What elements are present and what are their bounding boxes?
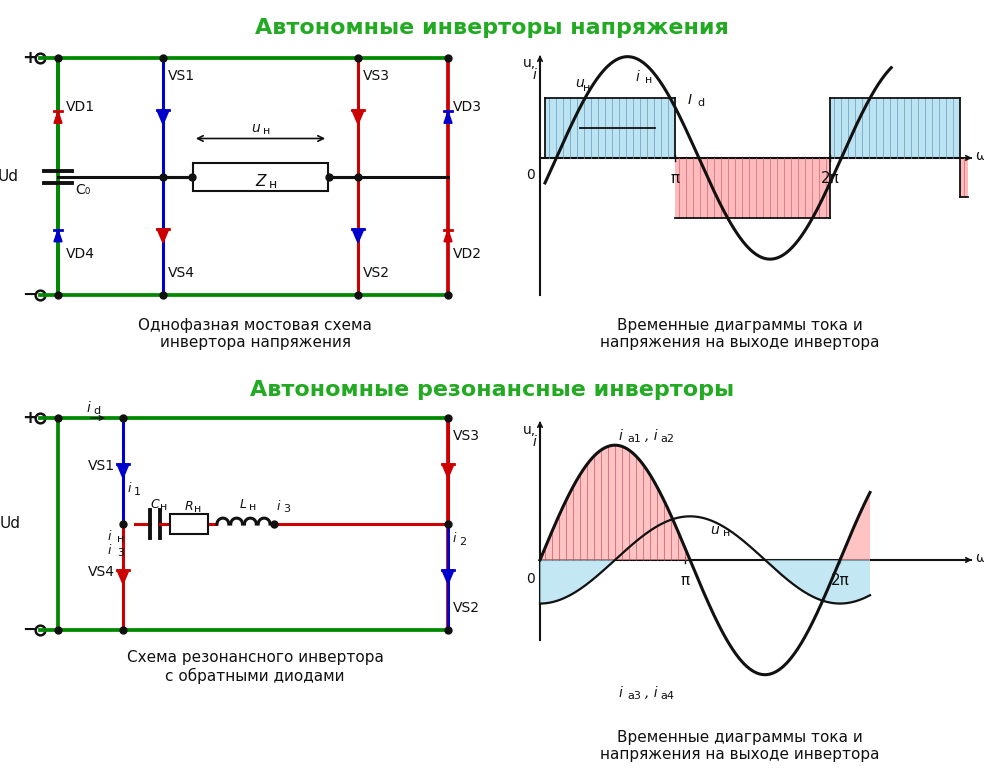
Text: н: н bbox=[723, 528, 730, 538]
Text: +: + bbox=[23, 409, 37, 427]
Text: 1: 1 bbox=[134, 487, 141, 497]
Text: 2π: 2π bbox=[830, 573, 849, 588]
Text: i: i bbox=[532, 68, 536, 82]
Text: н: н bbox=[269, 178, 277, 191]
Text: i: i bbox=[277, 499, 280, 513]
Text: a2: a2 bbox=[660, 434, 674, 444]
Text: VS2: VS2 bbox=[453, 601, 480, 615]
Text: i: i bbox=[107, 543, 111, 557]
Polygon shape bbox=[117, 464, 129, 478]
Polygon shape bbox=[157, 110, 169, 124]
Text: Автономные инверторы напряжения: Автономные инверторы напряжения bbox=[255, 18, 729, 38]
Text: L: L bbox=[240, 497, 247, 510]
Text: a4: a4 bbox=[660, 691, 674, 701]
Text: VD4: VD4 bbox=[66, 247, 95, 261]
Text: н: н bbox=[263, 127, 270, 137]
Text: VD3: VD3 bbox=[453, 100, 482, 114]
Polygon shape bbox=[117, 570, 129, 584]
Text: VS1: VS1 bbox=[88, 459, 115, 473]
Text: н: н bbox=[160, 502, 167, 512]
Polygon shape bbox=[352, 110, 364, 124]
Text: 3: 3 bbox=[117, 548, 124, 558]
Polygon shape bbox=[442, 464, 454, 478]
Text: н: н bbox=[583, 83, 590, 93]
Polygon shape bbox=[352, 229, 364, 242]
Text: i: i bbox=[86, 401, 90, 415]
Text: u: u bbox=[710, 523, 719, 537]
Text: н: н bbox=[249, 502, 256, 512]
Text: u: u bbox=[575, 76, 584, 90]
Text: C₀: C₀ bbox=[75, 184, 91, 198]
Text: Временные диаграммы тока и
напряжения на выходе инвертора: Временные диаграммы тока и напряжения на… bbox=[600, 730, 880, 763]
Text: 2: 2 bbox=[459, 537, 466, 547]
Text: −: − bbox=[23, 621, 37, 639]
Text: VS3: VS3 bbox=[453, 429, 480, 443]
Text: a3: a3 bbox=[627, 691, 641, 701]
Text: VD1: VD1 bbox=[66, 100, 95, 114]
Text: VS4: VS4 bbox=[168, 266, 195, 280]
Text: 0: 0 bbox=[526, 572, 535, 586]
Bar bbox=[545, 98, 675, 158]
Text: VD2: VD2 bbox=[453, 247, 482, 261]
Text: VS1: VS1 bbox=[168, 69, 195, 83]
Text: u,: u, bbox=[523, 423, 536, 437]
Text: VS2: VS2 bbox=[363, 266, 390, 280]
Text: R: R bbox=[185, 499, 193, 513]
Text: i: i bbox=[635, 70, 639, 84]
Bar bbox=[193, 162, 328, 191]
Bar bbox=[170, 514, 208, 534]
Polygon shape bbox=[444, 230, 452, 242]
Text: Ud: Ud bbox=[0, 169, 19, 184]
Text: Однофазная мостовая схема
инвертора напряжения: Однофазная мостовая схема инвертора напр… bbox=[138, 318, 372, 350]
Text: u,: u, bbox=[523, 56, 536, 70]
Polygon shape bbox=[444, 111, 452, 124]
Text: , i: , i bbox=[645, 686, 657, 699]
Text: d: d bbox=[697, 98, 705, 108]
Polygon shape bbox=[442, 570, 454, 584]
Text: C: C bbox=[151, 497, 159, 510]
Text: , i: , i bbox=[645, 429, 657, 443]
Polygon shape bbox=[54, 111, 62, 124]
Text: 3: 3 bbox=[283, 504, 290, 514]
Text: i: i bbox=[107, 530, 111, 543]
Text: н: н bbox=[194, 504, 202, 514]
Text: i: i bbox=[128, 482, 132, 496]
Text: i: i bbox=[618, 686, 622, 699]
Text: u: u bbox=[251, 121, 260, 136]
Text: н: н bbox=[645, 75, 652, 85]
Text: i: i bbox=[532, 435, 536, 449]
Text: ωt: ωt bbox=[975, 551, 984, 565]
Text: н: н bbox=[117, 534, 124, 544]
Text: Автономные резонансные инверторы: Автономные резонансные инверторы bbox=[250, 380, 734, 400]
Text: Схема резонансного инвертора
с обратными диодами: Схема резонансного инвертора с обратными… bbox=[127, 650, 384, 684]
Text: +: + bbox=[23, 49, 37, 67]
Text: i: i bbox=[618, 429, 622, 443]
Bar bbox=[960, 158, 968, 197]
Text: d: d bbox=[93, 406, 100, 416]
Text: VS3: VS3 bbox=[363, 69, 390, 83]
Text: VS4: VS4 bbox=[88, 565, 115, 579]
Text: π: π bbox=[670, 171, 680, 186]
Text: 2π: 2π bbox=[821, 171, 839, 186]
Text: I: I bbox=[688, 93, 692, 107]
Text: Z: Z bbox=[255, 174, 266, 189]
Text: a1: a1 bbox=[627, 434, 641, 444]
Text: i: i bbox=[453, 533, 457, 546]
Text: −: − bbox=[23, 286, 37, 304]
Text: 0: 0 bbox=[526, 168, 535, 182]
Polygon shape bbox=[54, 230, 62, 242]
Text: Временные диаграммы тока и
напряжения на выходе инвертора: Временные диаграммы тока и напряжения на… bbox=[600, 318, 880, 350]
Text: Ud: Ud bbox=[0, 516, 21, 531]
Polygon shape bbox=[157, 229, 169, 242]
Bar bbox=[675, 158, 830, 218]
Text: π: π bbox=[681, 573, 690, 588]
Bar bbox=[830, 98, 960, 158]
Text: ωt: ωt bbox=[975, 149, 984, 163]
